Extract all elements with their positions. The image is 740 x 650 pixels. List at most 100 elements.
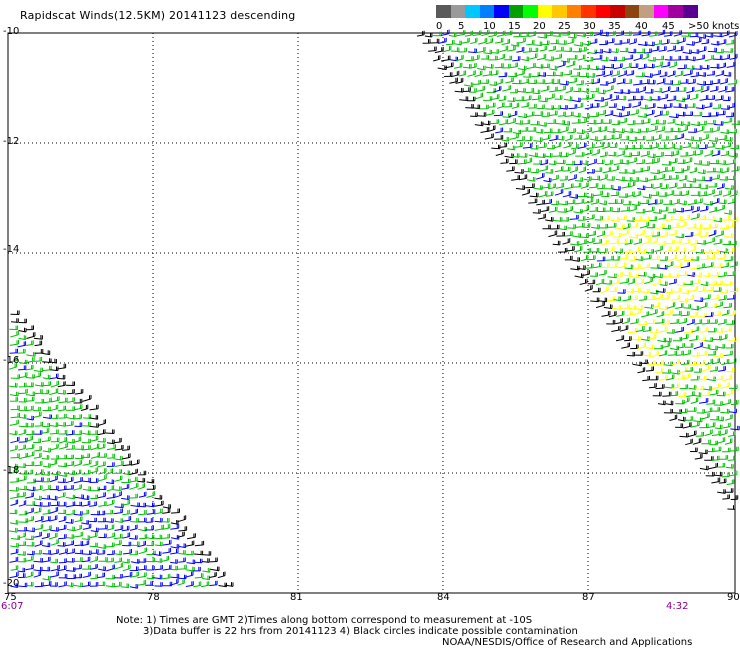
wind-barb <box>584 285 593 292</box>
wind-barb <box>106 524 115 531</box>
wind-barb <box>642 375 650 382</box>
lat-label-18: -18 <box>3 465 20 476</box>
wind-barb <box>121 525 130 532</box>
wind-barb <box>573 182 582 188</box>
wind-barb <box>683 280 694 286</box>
wind-barb <box>646 109 655 117</box>
wind-barb <box>682 239 691 245</box>
wind-barb <box>169 565 178 571</box>
wind-barb <box>89 460 99 468</box>
wind-barb <box>655 318 665 324</box>
wind-barb <box>676 350 684 356</box>
wind-barb <box>619 278 629 284</box>
wind-barb <box>669 414 678 421</box>
wind-barb <box>580 160 589 166</box>
wind-barb <box>49 485 59 491</box>
wind-barb <box>81 556 91 563</box>
wind-barb <box>690 71 699 78</box>
wind-barb <box>679 175 688 182</box>
wind-barb <box>510 62 518 69</box>
wind-barb <box>521 189 530 196</box>
wind-barb <box>130 459 140 466</box>
wind-barb <box>170 559 178 564</box>
wind-barb <box>114 518 124 523</box>
wind-barb <box>632 287 641 293</box>
wind-barb <box>666 302 676 309</box>
wind-barb <box>49 429 59 435</box>
wind-barb <box>665 143 675 150</box>
legend-label: 25 <box>558 21 571 32</box>
wind-barb <box>9 520 19 525</box>
wind-barb <box>663 103 673 109</box>
wind-barb <box>651 350 660 358</box>
wind-barb <box>659 71 668 78</box>
wind-barb <box>639 177 648 183</box>
wind-barb <box>577 265 586 270</box>
wind-barb <box>723 303 732 309</box>
wind-barb <box>105 542 115 548</box>
wind-barb <box>613 133 622 140</box>
wind-barb <box>647 153 656 159</box>
wind-barb <box>26 332 36 339</box>
wind-barb <box>666 95 677 102</box>
wind-barb <box>629 38 637 45</box>
wind-barb <box>137 502 146 508</box>
wind-barb <box>564 111 574 117</box>
wind-barb <box>538 97 548 103</box>
wind-barb <box>505 77 514 84</box>
wind-barb <box>705 358 714 366</box>
wind-barb <box>97 492 106 499</box>
wind-barb <box>665 374 675 381</box>
wind-barb <box>509 159 518 165</box>
wind-barb <box>648 383 657 389</box>
wind-barb <box>682 94 690 101</box>
time-right: 4:32 <box>666 601 689 612</box>
wind-barb <box>632 264 641 269</box>
wind-barb <box>18 365 27 371</box>
wind-barb <box>603 207 613 212</box>
wind-barb <box>671 383 680 389</box>
wind-barb <box>58 443 68 450</box>
wind-barb <box>552 240 561 246</box>
wind-barb <box>528 127 537 132</box>
wind-barb <box>582 270 590 276</box>
wind-barb <box>458 70 467 77</box>
wind-barb <box>33 453 42 459</box>
wind-barb <box>34 540 43 547</box>
wind-barb <box>684 343 694 348</box>
wind-barb <box>81 453 90 458</box>
wind-barb <box>488 31 497 38</box>
wind-barb <box>41 566 51 572</box>
wind-barb <box>706 216 716 221</box>
wind-barb <box>722 374 733 382</box>
wind-barb <box>170 520 179 525</box>
wind-barb <box>648 199 658 205</box>
wind-barb <box>137 572 147 579</box>
wind-barb <box>657 400 666 406</box>
wind-barb <box>49 506 59 514</box>
wind-barb <box>677 87 687 92</box>
wind-barb <box>129 468 138 475</box>
wind-barb <box>671 295 681 301</box>
wind-barb <box>49 388 59 396</box>
wind-barb <box>699 232 709 237</box>
wind-barb <box>114 445 124 451</box>
wind-barb <box>662 391 672 397</box>
wind-barb <box>538 165 549 172</box>
wind-barb <box>658 214 667 220</box>
wind-barb <box>73 524 82 532</box>
wind-barb <box>601 192 610 198</box>
wind-barb <box>57 381 66 388</box>
wind-barb <box>650 328 659 334</box>
wind-barb <box>50 380 59 388</box>
wind-barb <box>545 191 554 197</box>
wind-barb <box>105 468 113 475</box>
wind-barb <box>723 71 732 77</box>
wind-barb <box>641 30 651 37</box>
wind-barb <box>536 199 545 206</box>
wind-barb <box>9 468 17 475</box>
wind-barb <box>658 326 668 333</box>
wind-barb <box>567 128 576 134</box>
wind-barb <box>579 206 589 213</box>
wind-barb <box>727 358 737 365</box>
